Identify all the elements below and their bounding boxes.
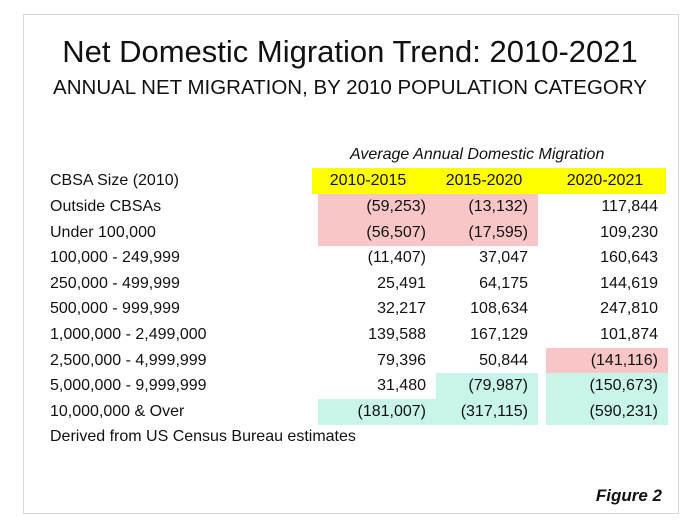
page-subtitle: ANNUAL NET MIGRATION, BY 2010 POPULATION… xyxy=(53,76,647,99)
table-cell: 139,588 xyxy=(368,326,426,343)
table-cell: (59,253) xyxy=(318,194,436,220)
table-cell: (150,673) xyxy=(546,373,668,400)
table-cell: (317,115) xyxy=(436,398,538,425)
table-cell: 37,047 xyxy=(479,249,528,267)
row-label: 2,500,000 - 4,999,999 xyxy=(50,351,207,369)
row-label: 1,000,000 - 2,499,000 xyxy=(50,326,207,343)
row-label: 250,000 - 499,999 xyxy=(50,274,180,292)
column-header-2015-2020: 2015-2020 xyxy=(424,168,544,194)
table-cell: (13,132) xyxy=(436,194,538,220)
table-cell: (79,987) xyxy=(436,373,538,400)
table-cell: 79,396 xyxy=(377,351,426,369)
table-cell: (590,231) xyxy=(546,398,668,425)
table-cell: 108,634 xyxy=(470,300,528,318)
source-note: Derived from US Census Bureau estimates xyxy=(50,428,356,445)
row-label: 5,000,000 - 9,999,999 xyxy=(50,377,207,395)
table-cell: 32,217 xyxy=(377,300,426,318)
column-header-2010-2015: 2010-2015 xyxy=(312,168,424,194)
row-label: Under 100,000 xyxy=(50,223,156,241)
table-cell: 144,619 xyxy=(600,274,658,292)
figure-label: Figure 2 xyxy=(595,486,662,505)
table-cell: (11,407) xyxy=(367,249,426,267)
table-cell: (17,595) xyxy=(436,219,538,246)
table-cell: 167,129 xyxy=(470,326,528,343)
table-cell: 25,491 xyxy=(377,274,426,292)
table-cell: 247,810 xyxy=(600,300,658,318)
table-cell: 31,480 xyxy=(377,377,426,395)
table-cell: 160,643 xyxy=(600,249,658,267)
row-header-label: CBSA Size (2010) xyxy=(50,172,179,189)
table-cell: 101,874 xyxy=(600,326,658,343)
table-cell: 50,844 xyxy=(479,351,528,369)
table-cell: (141,116) xyxy=(546,347,668,374)
table-cell: (56,507) xyxy=(318,219,436,246)
table-cell: 109,230 xyxy=(600,223,658,241)
column-header-2020-2021: 2020-2021 xyxy=(544,168,666,194)
row-label: 500,000 - 999,999 xyxy=(50,300,180,318)
page-title: Net Domestic Migration Trend: 2010-2021 xyxy=(62,34,638,69)
table-cell: 64,175 xyxy=(479,274,528,292)
column-group-header: Average Annual Domestic Migration xyxy=(350,146,605,163)
row-label: Outside CBSAs xyxy=(50,198,162,215)
table-cell: 117,844 xyxy=(601,198,658,215)
row-label: 100,000 - 249,999 xyxy=(50,249,180,267)
slide-frame xyxy=(23,14,679,514)
table-cell: (181,007) xyxy=(318,398,436,425)
row-label: 10,000,000 & Over xyxy=(50,402,185,420)
